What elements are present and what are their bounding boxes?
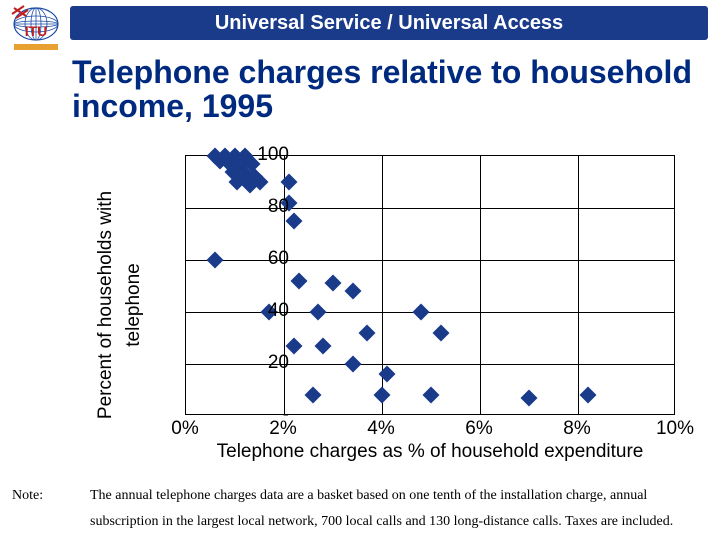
data-point	[359, 324, 376, 341]
x-tick-label: 8%	[547, 418, 607, 440]
gridline-v	[578, 156, 579, 414]
data-point	[432, 324, 449, 341]
note-label: Note:	[12, 488, 60, 504]
data-point	[378, 366, 395, 383]
y-tick-label: 40	[209, 300, 289, 322]
data-point	[344, 283, 361, 300]
data-point	[521, 389, 538, 406]
data-point	[423, 387, 440, 404]
data-point	[310, 304, 327, 321]
note-row-2: subscription in the largest local networ…	[12, 514, 700, 530]
y-tick-label: 80	[209, 196, 289, 218]
plot-area	[185, 155, 675, 415]
x-tick-label: 10%	[645, 418, 705, 440]
gridline-v	[480, 156, 481, 414]
x-tick-label: 0%	[155, 418, 215, 440]
x-tick-label: 2%	[253, 418, 313, 440]
y-tick-label: 20	[209, 352, 289, 374]
header-title: Universal Service / Universal Access	[215, 12, 563, 35]
data-point	[374, 387, 391, 404]
note-row-1: Note: The annual telephone charges data …	[12, 488, 700, 504]
note-text-2: subscription in the largest local networ…	[90, 514, 673, 530]
data-point	[290, 272, 307, 289]
logo-text: ITU	[25, 23, 48, 39]
y-axis-label-inner: telephone	[123, 205, 145, 405]
x-axis-label: Telephone charges as % of household expe…	[185, 441, 675, 463]
data-point	[579, 387, 596, 404]
y-axis-label-outer: Percent of households with	[95, 155, 117, 455]
y-tick-label: 60	[209, 248, 289, 270]
header-bar: Universal Service / Universal Access	[70, 6, 708, 40]
chart-container: Percent of households with telephone -20…	[95, 145, 695, 465]
data-point	[413, 304, 430, 321]
y-tick-label: 100	[209, 144, 289, 166]
itu-logo: ITU	[6, 4, 66, 52]
data-point	[344, 356, 361, 373]
data-point	[305, 387, 322, 404]
x-tick-label: 4%	[351, 418, 411, 440]
data-point	[315, 337, 332, 354]
data-point	[325, 275, 342, 292]
note-text-1: The annual telephone charges data are a …	[90, 488, 647, 504]
data-point	[280, 174, 297, 191]
page-title: Telephone charges relative to household …	[72, 56, 700, 123]
x-tick-label: 6%	[449, 418, 509, 440]
gridline-v	[284, 156, 285, 414]
